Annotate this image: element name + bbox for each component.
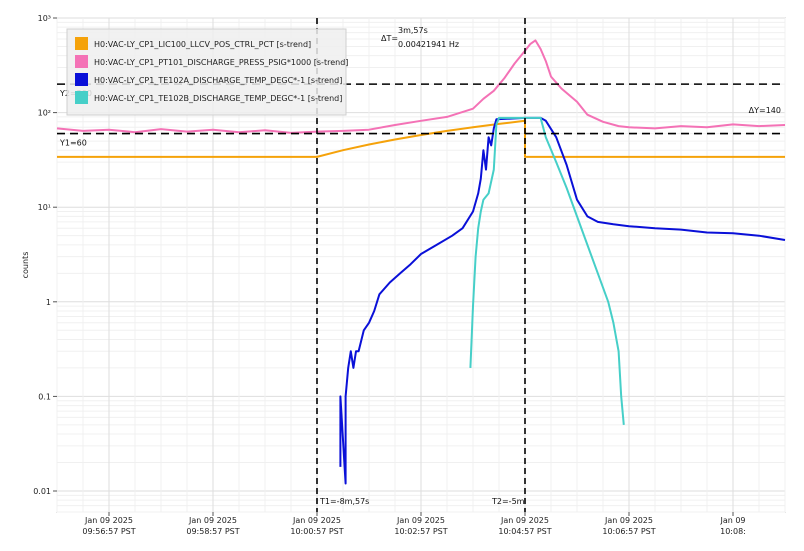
legend-swatch-2 <box>75 55 88 68</box>
dy-label: ΔY=140 <box>749 106 781 115</box>
y-tick-label: 1 <box>46 298 51 307</box>
x-tick-date: Jan 09 2025 <box>188 516 237 525</box>
x-tick-date: Jan 09 <box>719 516 745 525</box>
x-tick-time: 10:08: <box>720 527 746 536</box>
x-tick-time: 10:02:57 PST <box>394 527 447 536</box>
legend-swatch-3 <box>75 73 88 86</box>
legend-swatch-4 <box>75 91 88 104</box>
dt-symbol: ΔT= <box>381 34 398 43</box>
legend-label-1: H0:VAC-LY_CP1_LIC100_LLCV_POS_CTRL_PCT [… <box>94 40 311 49</box>
legend-label-2: H0:VAC-LY_CP1_PT101_DISCHARGE_PRESS_PSIG… <box>94 58 348 67</box>
t1-label: T1=-8m,57s <box>319 497 369 506</box>
dt-value: 3m,57s <box>398 26 428 35</box>
y-ticks: 0.01 0.1 1 10¹ 10² 10³ <box>33 14 57 496</box>
y-tick-label: 10³ <box>38 14 51 23</box>
series-line-1 <box>57 119 785 158</box>
x-tick-time: 09:58:57 PST <box>186 527 239 536</box>
x-tick-time: 09:56:57 PST <box>82 527 135 536</box>
legend: H0:VAC-LY_CP1_LIC100_LLCV_POS_CTRL_PCT [… <box>66 28 348 116</box>
x-tick-date: Jan 09 2025 <box>84 516 133 525</box>
dt-frequency: 0.00421941 Hz <box>398 40 459 49</box>
series-layer <box>56 39 786 485</box>
series-line-4 <box>469 116 625 425</box>
t2-label: T2=-5m <box>491 497 525 506</box>
y-tick-label: 10² <box>38 109 51 118</box>
y-tick-label: 0.1 <box>38 392 51 401</box>
x-tick-time: 10:06:57 PST <box>602 527 655 536</box>
x-tick-date: Jan 09 2025 <box>292 516 341 525</box>
y-axis-label: counts <box>21 252 30 279</box>
series-line-3 <box>339 116 786 485</box>
y-tick-label: 0.01 <box>33 487 51 496</box>
y-tick-label: 10¹ <box>38 203 51 212</box>
x-tick-date: Jan 09 2025 <box>604 516 653 525</box>
series-line-2 <box>56 39 786 134</box>
legend-label-4: H0:VAC-LY_CP1_TE102B_DISCHARGE_TEMP_DEGC… <box>94 94 342 103</box>
x-tick-date: Jan 09 2025 <box>500 516 549 525</box>
legend-label-3: H0:VAC-LY_CP1_TE102A_DISCHARGE_TEMP_DEGC… <box>94 76 342 85</box>
x-ticks: Jan 09 2025 09:56:57 PST Jan 09 2025 09:58:… <box>82 512 746 536</box>
legend-swatch-1 <box>75 37 88 50</box>
x-tick-time: 10:04:57 PST <box>498 527 551 536</box>
legend-box <box>66 28 347 116</box>
y1-label: Y1=60 <box>59 139 87 148</box>
x-tick-time: 10:00:57 PST <box>290 527 343 536</box>
x-tick-date: Jan 09 2025 <box>396 516 445 525</box>
